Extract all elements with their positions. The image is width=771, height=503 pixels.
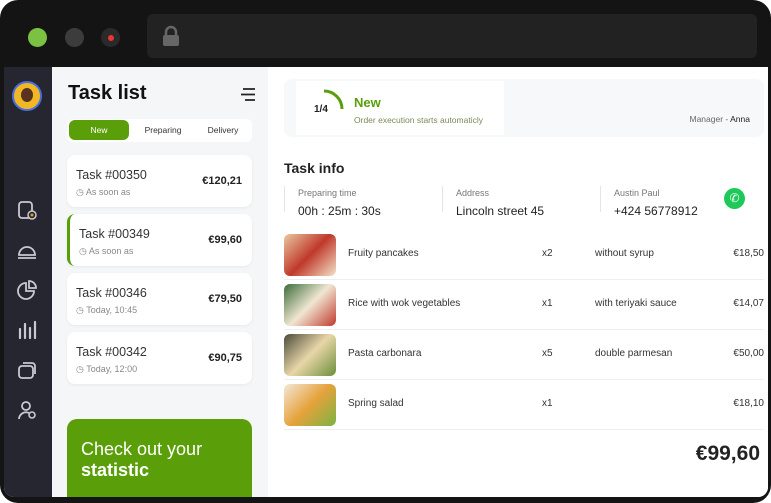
pie-chart-icon[interactable] (16, 279, 38, 301)
status-banner: 1/4 New Order execution starts automatic… (284, 79, 764, 137)
order-item: Spring salad x1 €18,10 (284, 380, 764, 430)
progress-arc (323, 89, 344, 110)
phone-icon: ✆ (729, 191, 740, 205)
statistic-promo[interactable]: Check out your statistic (67, 419, 252, 497)
task-card[interactable]: Task #00342 ◷ Today, 12:00 €90,75 (67, 332, 252, 384)
task-detail: 1/4 New Order execution starts automatic… (268, 67, 768, 497)
tab-preparing[interactable]: Preparing (144, 125, 182, 135)
sidebar (4, 67, 52, 497)
section-title: Task info (284, 160, 345, 176)
user-settings-icon[interactable] (16, 399, 38, 421)
cards-icon[interactable] (16, 359, 38, 381)
tab-delivery[interactable]: Delivery (207, 125, 239, 135)
address-bar[interactable] (147, 14, 757, 58)
task-card[interactable]: Task #00346 ◷ Today, 10:45 €79,50 (67, 273, 252, 325)
app-window: Task list New Preparing Delivery Task #0… (4, 67, 768, 497)
orders-icon[interactable] (16, 199, 38, 221)
close-dot[interactable] (101, 28, 120, 47)
task-list-panel: Task list New Preparing Delivery Task #0… (52, 67, 268, 497)
task-card[interactable]: Task #00350 ◷ As soon as €120,21 (67, 155, 252, 207)
food-image (284, 334, 336, 376)
tab-new[interactable]: New (69, 120, 129, 140)
order-item: Rice with wok vegetables x1 with teriyaki … (284, 280, 764, 330)
maximize-dot[interactable] (28, 28, 47, 47)
page-title: Task list (68, 82, 147, 104)
task-card-selected[interactable]: Task #00349 ◷ As soon as €99,60 (67, 214, 252, 266)
call-button[interactable]: ✆ (724, 188, 745, 209)
order-total: €99,60 (695, 442, 760, 465)
bar-chart-icon[interactable] (16, 319, 38, 341)
cloche-icon[interactable] (16, 239, 38, 261)
status-tabs: New Preparing Delivery (67, 119, 252, 142)
avatar[interactable] (12, 81, 42, 111)
filter-icon[interactable] (241, 88, 255, 101)
order-item: Pasta carbonara x5 double parmesan €50,00 (284, 330, 764, 380)
food-image (284, 384, 336, 426)
minimize-dot[interactable] (65, 28, 84, 47)
order-item: Fruity pancakes x2 without syrup €18,50 (284, 230, 764, 280)
task-info-bar: Preparing time 00h : 25m : 30s Address Lin… (284, 180, 764, 218)
lock-icon (163, 25, 179, 46)
food-image (284, 234, 336, 276)
food-image (284, 284, 336, 326)
